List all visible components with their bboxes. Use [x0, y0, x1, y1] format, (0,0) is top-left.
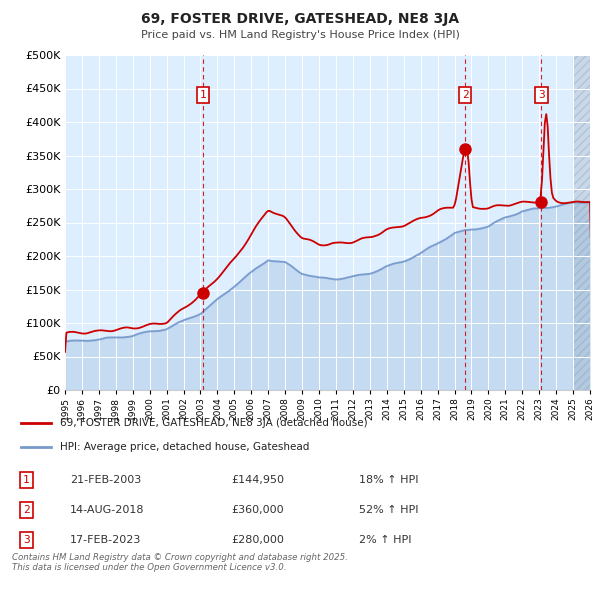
- Text: 18% ↑ HPI: 18% ↑ HPI: [359, 476, 418, 486]
- Text: 1: 1: [23, 476, 30, 486]
- Text: £360,000: £360,000: [232, 505, 284, 515]
- Text: £280,000: £280,000: [232, 535, 284, 545]
- Text: HPI: Average price, detached house, Gateshead: HPI: Average price, detached house, Gate…: [60, 441, 310, 451]
- Text: 21-FEB-2003: 21-FEB-2003: [70, 476, 141, 486]
- Text: 17-FEB-2023: 17-FEB-2023: [70, 535, 141, 545]
- Text: Price paid vs. HM Land Registry's House Price Index (HPI): Price paid vs. HM Land Registry's House …: [140, 30, 460, 40]
- Text: 14-AUG-2018: 14-AUG-2018: [70, 505, 145, 515]
- Text: Contains HM Land Registry data © Crown copyright and database right 2025.
This d: Contains HM Land Registry data © Crown c…: [12, 553, 348, 572]
- Text: 2: 2: [461, 90, 469, 100]
- Text: 69, FOSTER DRIVE, GATESHEAD, NE8 3JA: 69, FOSTER DRIVE, GATESHEAD, NE8 3JA: [141, 12, 459, 26]
- Bar: [573, 55, 590, 390]
- Text: 3: 3: [23, 535, 30, 545]
- Text: 69, FOSTER DRIVE, GATESHEAD, NE8 3JA (detached house): 69, FOSTER DRIVE, GATESHEAD, NE8 3JA (de…: [60, 418, 368, 428]
- Text: £144,950: £144,950: [232, 476, 284, 486]
- Bar: [573, 55, 590, 390]
- Text: 3: 3: [538, 90, 545, 100]
- Text: 2% ↑ HPI: 2% ↑ HPI: [359, 535, 412, 545]
- Text: 1: 1: [199, 90, 206, 100]
- Text: 2: 2: [23, 505, 30, 515]
- Text: 52% ↑ HPI: 52% ↑ HPI: [359, 505, 418, 515]
